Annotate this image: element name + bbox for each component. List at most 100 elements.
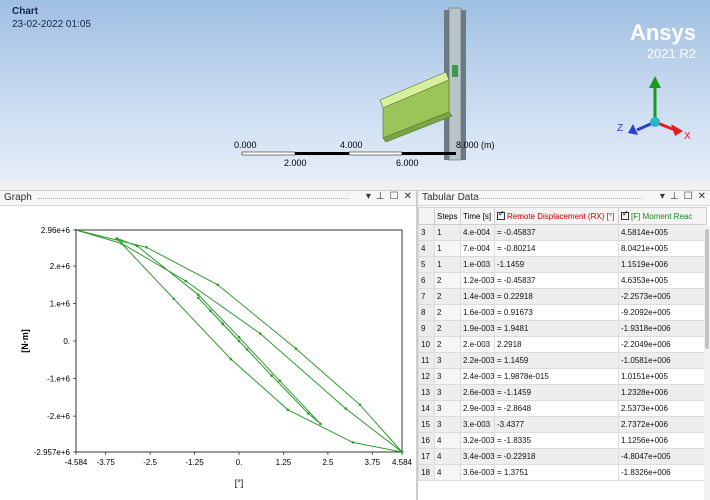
cell-moment-reaction[interactable]: -2.2049e+006 <box>618 336 707 353</box>
cell-moment-reaction[interactable]: 8.0421e+005 <box>618 240 707 257</box>
table-row[interactable]: 6 2 1.2e-003 = -0.45837 4.6353e+005 <box>418 272 707 289</box>
table-row[interactable]: 18 4 3.6e-003 = 1.3751 -1.8326e+006 <box>418 464 707 481</box>
cell-time[interactable]: 4.e-004 <box>460 224 495 241</box>
cell-moment-reaction[interactable]: 1.1519e+006 <box>618 256 707 273</box>
cell-step[interactable]: 3 <box>434 400 461 417</box>
close-icon[interactable]: ✕ <box>697 191 706 202</box>
cell-remote-displacement[interactable]: = 1.3751 <box>494 464 619 481</box>
maximize-icon[interactable]: ☐ <box>683 191 693 202</box>
cell-step[interactable]: 3 <box>434 416 461 433</box>
cell-moment-reaction[interactable]: 2.7372e+006 <box>618 416 707 433</box>
table-row[interactable]: 17 4 3.4e-003 = -0.22918 -4.8047e+005 <box>418 448 707 465</box>
table-row[interactable]: 16 4 3.2e-003 = -1.8335 1.1256e+006 <box>418 432 707 449</box>
table-row[interactable]: 11 3 2.2e-003 = 1.1459 -1.0581e+006 <box>418 352 707 369</box>
cell-step[interactable]: 1 <box>434 240 461 257</box>
cell-time[interactable]: 2.e-003 <box>460 336 495 353</box>
cell-step[interactable]: 2 <box>434 304 461 321</box>
col-header-moment-reaction[interactable]: [F] Moment Reac <box>618 207 707 225</box>
table-row[interactable]: 9 2 1.9e-003 = 1.9481 -1.9318e+006 <box>418 320 707 337</box>
table-row[interactable]: 15 3 3.e-003 -3.4377 2.7372e+006 <box>418 416 707 433</box>
cell-remote-displacement[interactable]: = -0.45837 <box>494 224 619 241</box>
cell-remote-displacement[interactable]: -1.1459 <box>494 256 619 273</box>
cell-time[interactable]: 3.4e-003 <box>460 448 495 465</box>
cell-remote-displacement[interactable]: = 0.22918 <box>494 288 619 305</box>
cell-time[interactable]: 2.9e-003 <box>460 400 495 417</box>
cell-row-number[interactable]: 8 <box>418 304 435 321</box>
table-row[interactable]: 12 3 2.4e-003 = 1.9878e-015 1.0151e+005 <box>418 368 707 385</box>
pin-icon[interactable]: ⊥ <box>669 191 679 202</box>
cell-moment-reaction[interactable]: 1.2328e+006 <box>618 384 707 401</box>
cell-time[interactable]: 1.e-003 <box>460 256 495 273</box>
cell-remote-displacement[interactable]: = -0.45837 <box>494 272 619 289</box>
cell-time[interactable]: 1.4e-003 <box>460 288 495 305</box>
cell-row-number[interactable]: 10 <box>418 336 435 353</box>
cell-moment-reaction[interactable]: 4.5814e+005 <box>618 224 707 241</box>
cell-step[interactable]: 3 <box>434 384 461 401</box>
cell-time[interactable]: 2.4e-003 <box>460 368 495 385</box>
col-header-remote-displacement[interactable]: Remote Displacement (RX) [°] <box>494 207 619 225</box>
cell-moment-reaction[interactable]: -1.9318e+006 <box>618 320 707 337</box>
cell-row-number[interactable]: 15 <box>418 416 435 433</box>
cell-moment-reaction[interactable]: -4.8047e+005 <box>618 448 707 465</box>
table-row[interactable]: 5 1 1.e-003 -1.1459 1.1519e+006 <box>418 256 707 273</box>
cell-row-number[interactable]: 16 <box>418 432 435 449</box>
cell-step[interactable]: 4 <box>434 464 461 481</box>
cell-row-number[interactable]: 14 <box>418 400 435 417</box>
cell-remote-displacement[interactable]: = 1.9481 <box>494 320 619 337</box>
dropdown-icon[interactable]: ▾ <box>659 191 665 202</box>
cell-time[interactable]: 7.e-004 <box>460 240 495 257</box>
cell-row-number[interactable]: 6 <box>418 272 435 289</box>
cell-row-number[interactable]: 7 <box>418 288 435 305</box>
cell-time[interactable]: 1.2e-003 <box>460 272 495 289</box>
scrollbar-thumb[interactable] <box>705 229 709 349</box>
cell-step[interactable]: 3 <box>434 368 461 385</box>
cell-moment-reaction[interactable]: 1.1256e+006 <box>618 432 707 449</box>
cell-remote-displacement[interactable]: = 0.91673 <box>494 304 619 321</box>
cell-remote-displacement[interactable]: -3.4377 <box>494 416 619 433</box>
cell-time[interactable]: 1.9e-003 <box>460 320 495 337</box>
cell-row-number[interactable]: 3 <box>418 224 435 241</box>
cell-step[interactable]: 1 <box>434 256 461 273</box>
cell-time[interactable]: 2.6e-003 <box>460 384 495 401</box>
table-row[interactable]: 3 1 4.e-004 = -0.45837 4.5814e+005 <box>418 224 707 241</box>
cell-remote-displacement[interactable]: = 1.9878e-015 <box>494 368 619 385</box>
table-row[interactable]: 4 1 7.e-004 = -0.80214 8.0421e+005 <box>418 240 707 257</box>
cell-row-number[interactable]: 18 <box>418 464 435 481</box>
cell-step[interactable]: 1 <box>434 224 461 241</box>
cell-moment-reaction[interactable]: -9.2092e+005 <box>618 304 707 321</box>
dropdown-icon[interactable]: ▾ <box>365 191 371 202</box>
close-icon[interactable]: ✕ <box>403 191 412 202</box>
cell-remote-displacement[interactable]: = 1.1459 <box>494 352 619 369</box>
cell-moment-reaction[interactable]: -1.8326e+006 <box>618 464 707 481</box>
col-header-steps[interactable]: Steps <box>434 207 461 225</box>
cell-step[interactable]: 2 <box>434 288 461 305</box>
cell-time[interactable]: 3.6e-003 <box>460 464 495 481</box>
table-row[interactable]: 13 3 2.6e-003 = -1.1459 1.2328e+006 <box>418 384 707 401</box>
cell-row-number[interactable]: 12 <box>418 368 435 385</box>
cell-moment-reaction[interactable]: 4.6353e+005 <box>618 272 707 289</box>
cell-remote-displacement[interactable]: 2.2918 <box>494 336 619 353</box>
vertical-scrollbar[interactable] <box>704 225 710 500</box>
cell-time[interactable]: 3.2e-003 <box>460 432 495 449</box>
table-row[interactable]: 14 3 2.9e-003 = -2.8648 2.5373e+006 <box>418 400 707 417</box>
cell-time[interactable]: 2.2e-003 <box>460 352 495 369</box>
cell-row-number[interactable]: 13 <box>418 384 435 401</box>
cell-moment-reaction[interactable]: 2.5373e+006 <box>618 400 707 417</box>
cell-row-number[interactable]: 5 <box>418 256 435 273</box>
cell-moment-reaction[interactable]: -2.2573e+005 <box>618 288 707 305</box>
cell-remote-displacement[interactable]: = -1.1459 <box>494 384 619 401</box>
table-row[interactable]: 7 2 1.4e-003 = 0.22918 -2.2573e+005 <box>418 288 707 305</box>
model-viewport[interactable]: Chart 23-02-2022 01:05 Ansys 2021 R2 <box>0 0 710 180</box>
cell-time[interactable]: 1.6e-003 <box>460 304 495 321</box>
cell-step[interactable]: 4 <box>434 432 461 449</box>
checkbox-icon[interactable] <box>621 209 629 220</box>
cell-moment-reaction[interactable]: 1.0151e+005 <box>618 368 707 385</box>
panel-splitter[interactable] <box>0 180 710 191</box>
pin-icon[interactable]: ⊥ <box>375 191 385 202</box>
cell-row-number[interactable]: 11 <box>418 352 435 369</box>
cell-remote-displacement[interactable]: = -2.8648 <box>494 400 619 417</box>
checkbox-icon[interactable] <box>497 209 505 220</box>
table-row[interactable]: 8 2 1.6e-003 = 0.91673 -9.2092e+005 <box>418 304 707 321</box>
cell-step[interactable]: 2 <box>434 272 461 289</box>
col-header-time[interactable]: Time [s] <box>460 207 495 225</box>
